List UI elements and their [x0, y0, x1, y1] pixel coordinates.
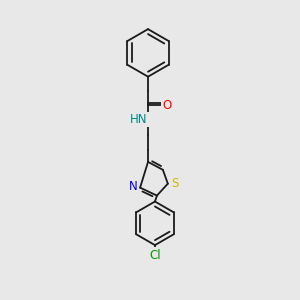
Text: Cl: Cl: [149, 248, 161, 262]
Text: O: O: [162, 99, 172, 112]
Text: HN: HN: [130, 113, 148, 126]
Text: S: S: [171, 177, 178, 190]
Text: N: N: [129, 180, 137, 193]
